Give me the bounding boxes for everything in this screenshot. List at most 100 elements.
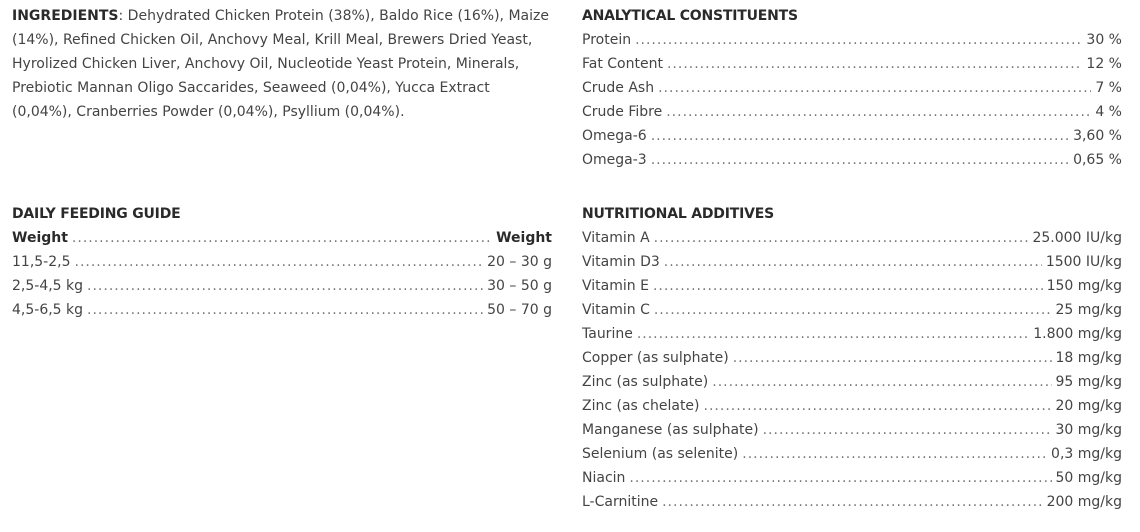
row-label: Selenium (as selenite): [582, 446, 739, 462]
row-value: 30 mg/kg: [1055, 422, 1123, 438]
additives-title: NUTRITIONAL ADDITIVES: [582, 206, 774, 222]
row-value: 200 mg/kg: [1046, 494, 1122, 510]
additive-row: Zinc (as chelate) 20 mg/kg: [582, 394, 1122, 418]
additive-row: Copper (as sulphate) 18 mg/kg: [582, 346, 1122, 370]
row-label: Omega-3: [582, 152, 647, 168]
dot-leader: [654, 226, 1029, 250]
row-label: Vitamin E: [582, 278, 649, 294]
dot-leader: [654, 298, 1052, 322]
additive-row: Selenium (as selenite) 0,3 mg/kg: [582, 442, 1122, 466]
row-label: 11,5-2,5: [12, 254, 71, 270]
row-value: 30 – 50 g: [487, 278, 552, 294]
analytical-list: Protein 30 % Fat Content 12 % Crude Ash 7 %…: [582, 28, 1122, 172]
row-value: 12 %: [1086, 56, 1122, 72]
ingredients-paragraph: INGREDIENTS: Dehydrated Chicken Protein …: [12, 4, 552, 124]
row-value: 30 %: [1086, 32, 1122, 48]
dot-leader: [87, 298, 483, 322]
dot-leader: [629, 466, 1051, 490]
dot-leader: [87, 274, 483, 298]
row-value: 25.000 IU/kg: [1032, 230, 1122, 246]
additive-row: Vitamin A 25.000 IU/kg: [582, 226, 1122, 250]
row-value: 1500 IU/kg: [1045, 254, 1122, 270]
row-value: 95 mg/kg: [1055, 374, 1123, 390]
feeding-row: 2,5-4,5 kg 30 – 50 g: [12, 274, 552, 298]
row-label: Manganese (as sulphate): [582, 422, 759, 438]
row-label: Zinc (as chelate): [582, 398, 700, 414]
header-value: Weight: [496, 230, 552, 246]
ingredients-section: INGREDIENTS: Dehydrated Chicken Protein …: [12, 4, 552, 124]
analytical-section: ANALYTICAL CONSTITUENTS Protein 30 % Fat …: [582, 4, 1122, 172]
additive-row: Vitamin D3 1500 IU/kg: [582, 250, 1122, 274]
row-label: Crude Ash: [582, 80, 655, 96]
row-label: Omega-6: [582, 128, 647, 144]
row-label: Niacin: [582, 470, 626, 486]
feeding-row: 4,5-6,5 kg 50 – 70 g: [12, 298, 552, 322]
dot-leader: [72, 226, 492, 250]
row-value: 18 mg/kg: [1055, 350, 1123, 366]
additive-row: Niacin 50 mg/kg: [582, 466, 1122, 490]
row-label: Taurine: [582, 326, 633, 342]
dot-leader: [664, 250, 1042, 274]
additive-row: Vitamin E 150 mg/kg: [582, 274, 1122, 298]
dot-leader: [763, 418, 1052, 442]
row-value: 50 – 70 g: [487, 302, 552, 318]
analytical-row-omega6: Omega-6 3,60 %: [582, 124, 1122, 148]
analytical-title: ANALYTICAL CONSTITUENTS: [582, 8, 798, 24]
additive-row: Vitamin C 25 mg/kg: [582, 298, 1122, 322]
additives-list: Vitamin A 25.000 IU/kg Vitamin D3 1500 IU/…: [582, 226, 1122, 514]
additive-row: Taurine 1.800 mg/kg: [582, 322, 1122, 346]
row-label: Copper (as sulphate): [582, 350, 729, 366]
dot-leader: [651, 124, 1069, 148]
analytical-row-fibre: Crude Fibre 4 %: [582, 100, 1122, 124]
dot-leader: [662, 490, 1042, 514]
analytical-row-fat: Fat Content 12 %: [582, 52, 1122, 76]
additives-section: NUTRITIONAL ADDITIVES Vitamin A 25.000 IU…: [582, 202, 1122, 514]
row-label: 4,5-6,5 kg: [12, 302, 84, 318]
analytical-row-omega3: Omega-3 0,65 %: [582, 148, 1122, 172]
header-label: Weight: [12, 230, 68, 246]
row-value: 20 mg/kg: [1055, 398, 1123, 414]
additive-row: Zinc (as sulphate) 95 mg/kg: [582, 370, 1122, 394]
feeding-row: 11,5-2,5 20 – 30 g: [12, 250, 552, 274]
row-value: 3,60 %: [1073, 128, 1122, 144]
row-value: 25 mg/kg: [1055, 302, 1123, 318]
dot-leader: [653, 274, 1043, 298]
row-label: 2,5-4,5 kg: [12, 278, 84, 294]
feeding-header-row: Weight Weight: [12, 226, 552, 250]
dot-leader: [712, 370, 1051, 394]
ingredients-text: : Dehydrated Chicken Protein (38%), Bald…: [12, 8, 549, 120]
dot-leader: [637, 322, 1029, 346]
row-value: 20 – 30 g: [487, 254, 552, 270]
row-label: Protein: [582, 32, 632, 48]
row-value: 150 mg/kg: [1046, 278, 1122, 294]
row-value: 0,65 %: [1073, 152, 1122, 168]
row-value: 0,3 mg/kg: [1051, 446, 1122, 462]
row-label: Fat Content: [582, 56, 663, 72]
row-label: Vitamin C: [582, 302, 650, 318]
feeding-section: DAILY FEEDING GUIDE Weight Weight 11,5-2,…: [12, 202, 552, 322]
row-value: 1.800 mg/kg: [1033, 326, 1122, 342]
analytical-row-ash: Crude Ash 7 %: [582, 76, 1122, 100]
dot-leader: [651, 148, 1069, 172]
row-label: Vitamin A: [582, 230, 650, 246]
dot-leader: [666, 100, 1091, 124]
dot-leader: [658, 76, 1091, 100]
row-value: 7 %: [1095, 80, 1122, 96]
dot-leader: [75, 250, 484, 274]
row-label: Zinc (as sulphate): [582, 374, 709, 390]
additive-row: L-Carnitine 200 mg/kg: [582, 490, 1122, 514]
row-label: Vitamin D3: [582, 254, 660, 270]
feeding-title: DAILY FEEDING GUIDE: [12, 206, 181, 222]
dot-leader: [667, 52, 1082, 76]
feeding-list: Weight Weight 11,5-2,5 20 – 30 g 2,5-4,5 k…: [12, 226, 552, 322]
row-value: 50 mg/kg: [1055, 470, 1123, 486]
additive-row: Manganese (as sulphate) 30 mg/kg: [582, 418, 1122, 442]
row-value: 4 %: [1095, 104, 1122, 120]
ingredients-label: INGREDIENTS: [12, 8, 119, 24]
row-label: L-Carnitine: [582, 494, 659, 510]
dot-leader: [635, 28, 1082, 52]
dot-leader: [742, 442, 1047, 466]
row-label: Crude Fibre: [582, 104, 663, 120]
dot-leader: [733, 346, 1052, 370]
dot-leader: [704, 394, 1052, 418]
